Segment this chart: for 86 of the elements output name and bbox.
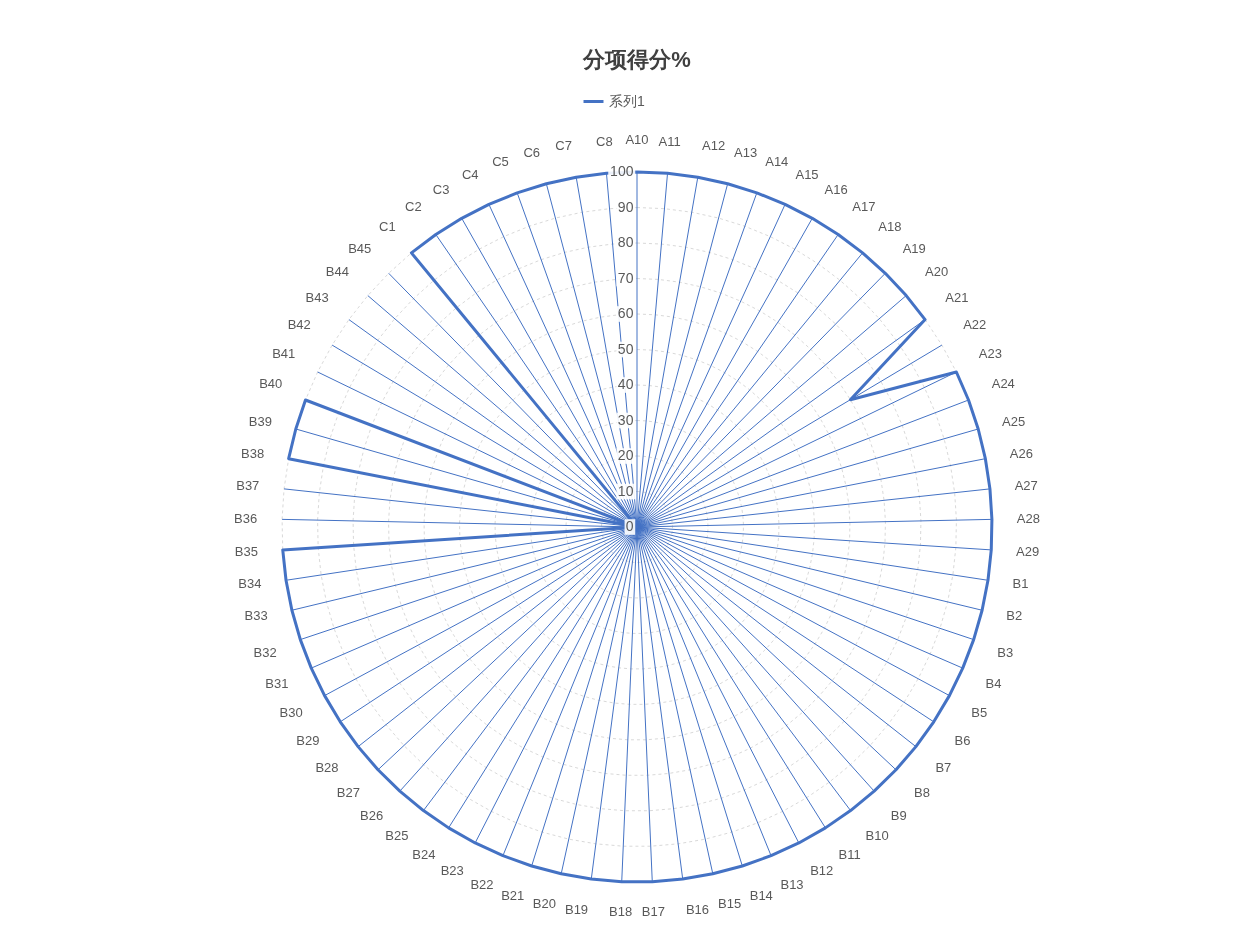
spoke-label: B44 <box>325 264 349 280</box>
spoke-label: B15 <box>718 896 742 912</box>
spoke-label: B32 <box>253 645 277 661</box>
y-tick-label: 80 <box>617 234 634 250</box>
y-tick-label: 60 <box>617 305 634 321</box>
spoke-label: B40 <box>259 376 283 392</box>
spoke-label: B23 <box>440 863 464 879</box>
spoke-label: A17 <box>852 199 876 215</box>
spoke-label: B7 <box>935 760 952 775</box>
spoke-label: B34 <box>238 576 262 591</box>
spoke-label: B25 <box>385 828 409 844</box>
y-tick-label: 30 <box>617 411 634 428</box>
spoke-label: B35 <box>234 543 258 559</box>
spoke-label: B19 <box>564 901 589 917</box>
spoke-label: B17 <box>641 904 665 920</box>
spoke-label: B3 <box>997 645 1014 661</box>
spoke-label: B41 <box>272 346 296 362</box>
spoke-label: B9 <box>890 807 907 823</box>
y-tick-label: 70 <box>617 269 634 286</box>
spoke-label: B39 <box>248 414 272 430</box>
spoke-label: C1 <box>379 218 396 234</box>
spoke-label: A11 <box>658 133 681 149</box>
spoke-label: B18 <box>609 904 633 920</box>
spoke-label: B1 <box>1012 576 1029 591</box>
legend-label: 系列1 <box>609 92 645 109</box>
spoke-label: C5 <box>492 154 509 170</box>
chart-title: 分项得分% <box>582 47 691 72</box>
spoke-label: B29 <box>296 733 320 749</box>
spoke-label: B12 <box>810 863 834 879</box>
spoke-label: B5 <box>971 705 988 721</box>
spoke-label: A29 <box>1016 543 1040 559</box>
spoke-label: C3 <box>432 181 450 197</box>
spoke-label: A10 <box>625 132 649 148</box>
y-tick-label: 40 <box>617 376 634 392</box>
spoke-label: A24 <box>991 376 1015 392</box>
spoke-label: A20 <box>925 264 949 280</box>
spoke-label: B8 <box>914 784 931 800</box>
spoke-label: B24 <box>412 846 436 862</box>
spoke-label: B21 <box>501 887 525 903</box>
spoke-label: B30 <box>279 705 303 721</box>
spoke-label: B37 <box>236 478 260 494</box>
spoke-label: A18 <box>878 218 902 234</box>
spoke-label: C4 <box>461 166 479 182</box>
spoke-label: C8 <box>596 133 613 149</box>
y-tick-label: 0 <box>625 518 634 534</box>
y-tick-label: 50 <box>617 340 634 357</box>
spoke-label: A27 <box>1014 478 1038 494</box>
spoke-label: A14 <box>765 154 789 170</box>
spoke-label: B2 <box>1006 608 1023 624</box>
spoke-label: B20 <box>532 896 556 912</box>
spoke-label: A22 <box>963 317 987 333</box>
spoke-label: A25 <box>1002 414 1026 430</box>
spoke-label: A12 <box>702 137 726 153</box>
spoke-label: C7 <box>555 137 572 153</box>
spoke-label: A21 <box>945 290 969 306</box>
spoke-label: A19 <box>902 240 926 256</box>
spoke-label: B14 <box>749 887 773 903</box>
spoke-label: A16 <box>824 181 848 197</box>
spoke-label: B6 <box>954 733 971 749</box>
y-tick-label: 20 <box>617 447 634 463</box>
y-tick-label: 100 <box>610 163 634 179</box>
spoke-label: B4 <box>985 676 1002 692</box>
spoke-label: B33 <box>244 608 268 624</box>
spoke-label: A28 <box>1016 510 1040 526</box>
spoke-label: A13 <box>734 144 758 160</box>
spoke-label: B26 <box>360 807 384 823</box>
spoke-label: B45 <box>348 240 372 256</box>
spoke-label: C2 <box>405 199 422 215</box>
spoke-label: B27 <box>336 784 360 800</box>
spoke-label: A26 <box>1009 445 1033 461</box>
spoke-label: A15 <box>795 166 819 182</box>
spoke-label: A23 <box>978 346 1002 362</box>
y-tick-label: 90 <box>617 198 634 215</box>
spoke-label: B11 <box>838 846 861 862</box>
y-tick-label: 10 <box>617 482 634 499</box>
spoke-label: B38 <box>241 445 265 461</box>
spoke-label: B31 <box>265 676 289 692</box>
spoke-label: C6 <box>523 144 540 160</box>
spoke-label: B28 <box>315 760 339 775</box>
spoke-label: B36 <box>234 510 258 526</box>
spoke-label: B42 <box>287 317 311 333</box>
spoke-label: B22 <box>470 876 494 892</box>
spoke-label: B13 <box>780 876 804 892</box>
spoke-label: B43 <box>305 290 329 306</box>
spoke-label: B10 <box>865 828 889 844</box>
spoke-label: B16 <box>685 901 710 917</box>
